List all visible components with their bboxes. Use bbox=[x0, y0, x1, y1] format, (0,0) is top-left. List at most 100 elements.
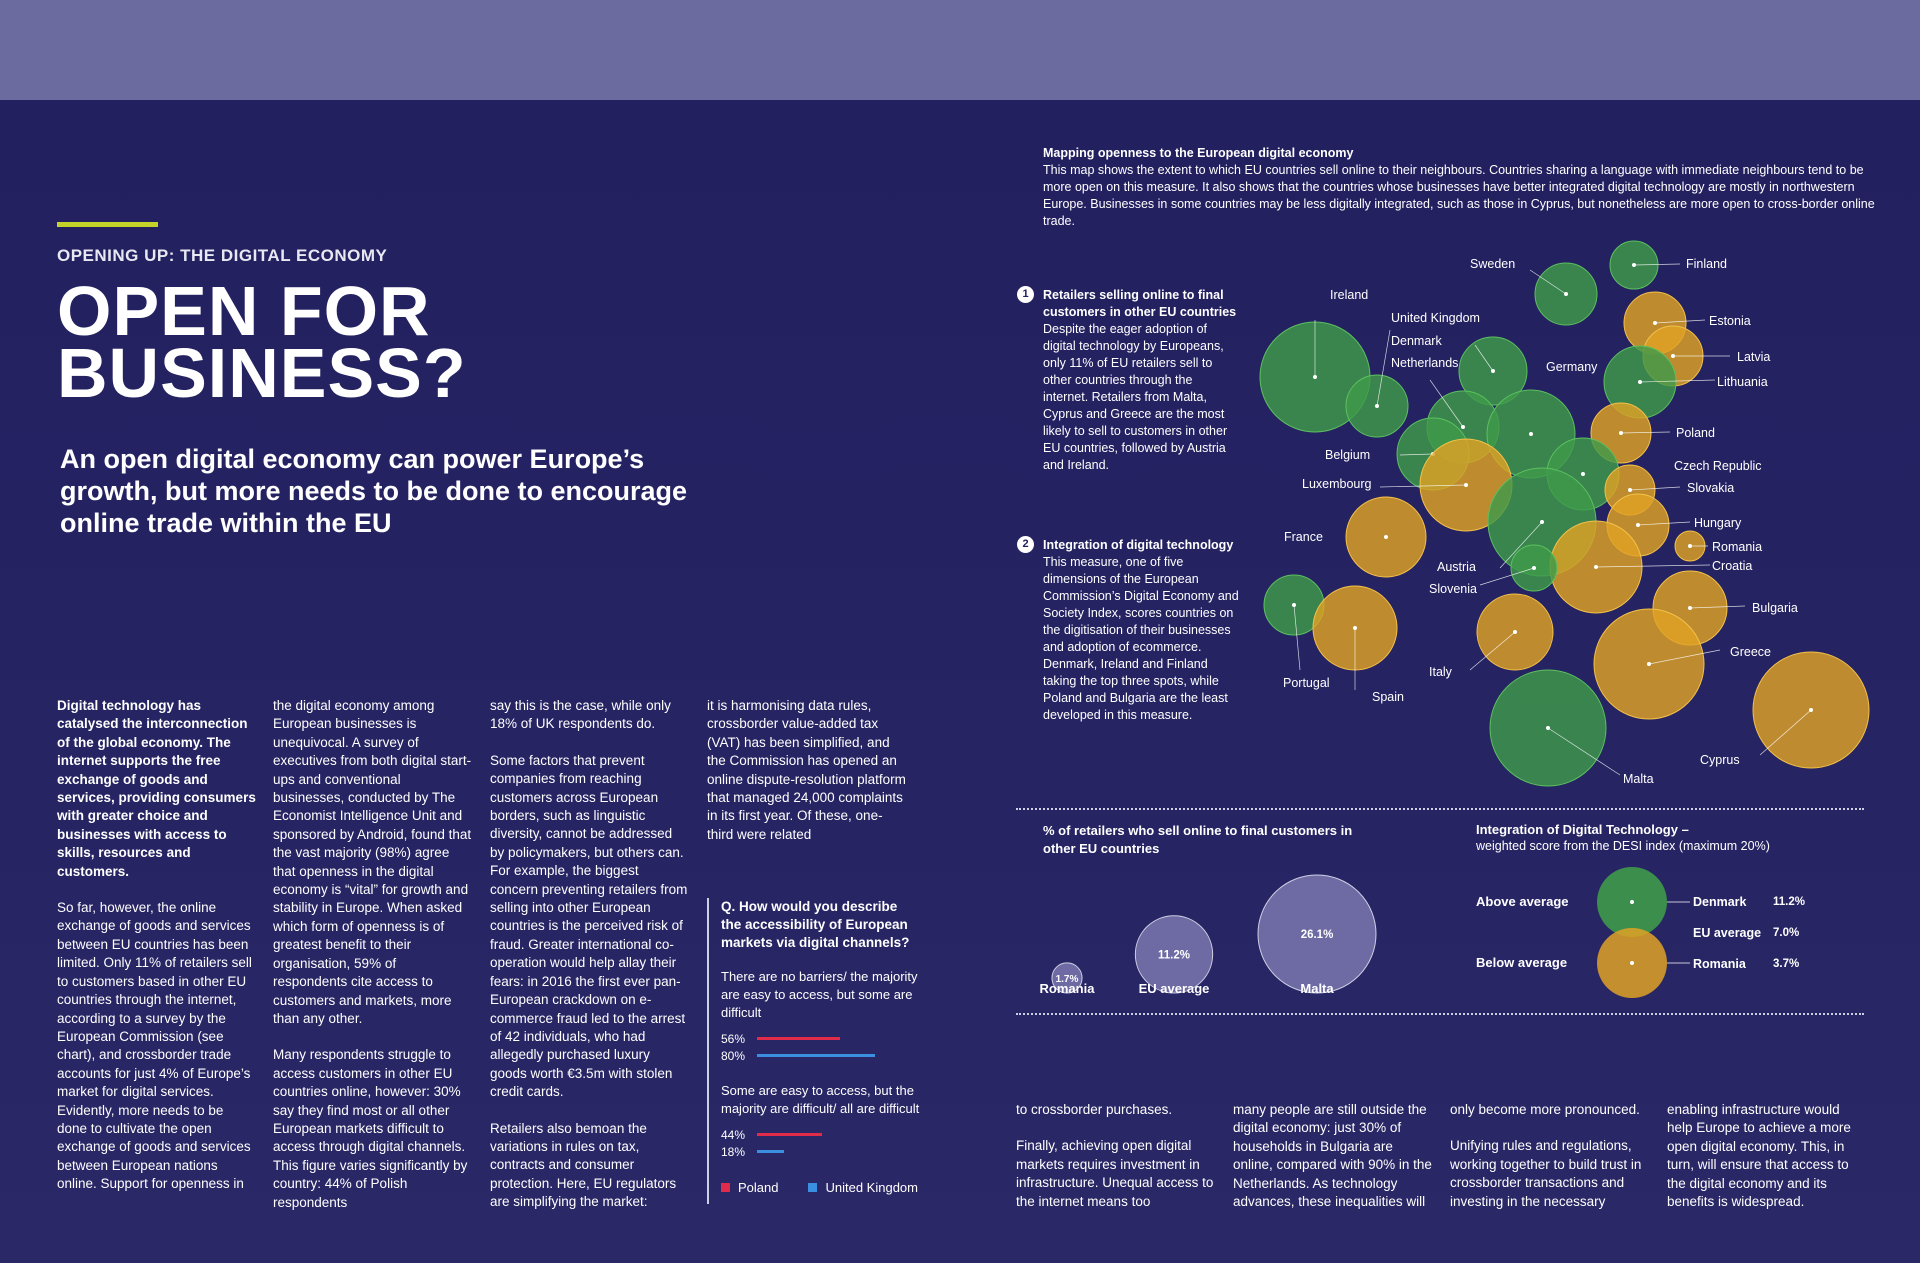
body-column-8: enabling infrastructure would help Europ… bbox=[1667, 1101, 1867, 1229]
country-label-belgium: Belgium bbox=[1325, 448, 1371, 462]
desi-chart-heading: Integration of Digital Technology – weig… bbox=[1476, 822, 1836, 853]
body-paragraph: Some factors that prevent companies from… bbox=[490, 752, 688, 1100]
map-heading: Mapping openness to the European digital… bbox=[1043, 145, 1893, 230]
note-1-text: Despite the eager adoption of digital te… bbox=[1043, 322, 1228, 472]
note-2-heading: Integration of digital technology bbox=[1043, 538, 1234, 552]
bar-value-label: 44% bbox=[721, 1127, 746, 1142]
desi-dot bbox=[1630, 900, 1634, 904]
map-note-1: Retailers selling online to final custom… bbox=[1043, 287, 1241, 474]
body-column-4: it is harmonising data rules, crossborde… bbox=[707, 697, 907, 862]
map-description: This map shows the extent to which EU co… bbox=[1043, 163, 1875, 228]
leader-line bbox=[1479, 567, 1535, 586]
title-line-2: BUSINESS? bbox=[57, 334, 467, 412]
bar-value-label: 80% bbox=[721, 1048, 746, 1063]
country-label-united-kingdom: United Kingdom bbox=[1391, 311, 1480, 325]
bubble-center-dot bbox=[1384, 535, 1388, 539]
legend-swatch-uk bbox=[808, 1183, 818, 1192]
desi-chart-title: Integration of Digital Technology – bbox=[1476, 822, 1689, 837]
note-number-2: 2 bbox=[1017, 536, 1034, 553]
country-label-cyprus: Cyprus bbox=[1700, 753, 1740, 767]
body-paragraph: the digital economy among European busin… bbox=[273, 698, 472, 1026]
leader-line bbox=[1547, 727, 1621, 776]
bar-value-label: 56% bbox=[721, 1031, 746, 1046]
leader-line bbox=[1620, 431, 1671, 434]
country-label-italy: Italy bbox=[1429, 665, 1452, 679]
desi-row-value: 7.0% bbox=[1773, 927, 1800, 939]
survey-chart: Q. How would you describe the accessibil… bbox=[707, 898, 921, 1204]
bar-uk bbox=[757, 1054, 876, 1057]
bar-uk bbox=[757, 1150, 784, 1153]
leader-line bbox=[1637, 521, 1691, 526]
retail-chart-title: % of retailers who sell online to final … bbox=[1043, 823, 1353, 856]
country-label-france: France bbox=[1284, 530, 1323, 544]
country-label-spain: Spain bbox=[1372, 690, 1404, 704]
divider-dotted-top bbox=[1016, 808, 1864, 810]
legend-label-uk: United Kingdom bbox=[825, 1180, 918, 1195]
country-label-greece: Greece bbox=[1730, 645, 1771, 659]
country-label-austria: Austria bbox=[1437, 560, 1476, 574]
note-2-text: This measure, one of five dimensions of … bbox=[1043, 555, 1239, 722]
leader-line bbox=[1629, 486, 1681, 491]
bar-poland bbox=[757, 1037, 840, 1040]
lead-paragraph: Digital technology has catalysed the int… bbox=[57, 698, 256, 879]
accent-rule bbox=[57, 222, 158, 227]
country-label-ireland: Ireland bbox=[1330, 288, 1369, 302]
retail-bubble-label: Romania bbox=[1039, 981, 1095, 996]
retail-bubble-label: Malta bbox=[1300, 981, 1334, 996]
bubble-map bbox=[1259, 240, 1870, 787]
country-label-luxembourg: Luxembourg bbox=[1302, 477, 1372, 491]
desi-above-label: Above average bbox=[1476, 894, 1569, 909]
desi-bubbles bbox=[1597, 867, 1690, 998]
note-1-heading: Retailers selling online to final custom… bbox=[1043, 288, 1237, 319]
leader-line bbox=[1376, 329, 1391, 407]
country-label-poland: Poland bbox=[1676, 426, 1715, 440]
country-label-germany: Germany bbox=[1546, 360, 1598, 374]
survey-option-label: Some are easy to access, but the majorit… bbox=[721, 1083, 920, 1116]
leader-line bbox=[1379, 484, 1467, 488]
leader-line bbox=[1689, 605, 1746, 609]
country-label-romania: Romania bbox=[1712, 540, 1763, 554]
leader-line bbox=[1293, 604, 1301, 671]
body-paragraph: say this is the case, while only 18% of … bbox=[490, 698, 671, 732]
body-paragraph: Many respondents struggle to access cust… bbox=[273, 1047, 468, 1210]
country-label-malta: Malta bbox=[1623, 772, 1654, 786]
leader-line bbox=[1633, 263, 1681, 266]
leader-line bbox=[1469, 631, 1516, 671]
country-label-slovakia: Slovakia bbox=[1687, 481, 1735, 495]
country-label-netherlands: Netherlands bbox=[1391, 356, 1459, 370]
standfirst: An open digital economy can power Europe… bbox=[60, 444, 688, 538]
leader-line bbox=[1595, 564, 1711, 568]
bar-row-uk: 80% bbox=[721, 1047, 921, 1064]
body-paragraph: many people are still outside the digita… bbox=[1233, 1102, 1432, 1210]
note-number-1: 1 bbox=[1017, 286, 1034, 303]
body-column-7: only become more pronounced. Unifying ru… bbox=[1450, 1101, 1650, 1229]
desi-row-value: 3.7% bbox=[1773, 958, 1800, 970]
section-kicker: OPENING UP: THE DIGITAL ECONOMY bbox=[57, 246, 388, 265]
desi-row-label: Denmark bbox=[1693, 895, 1747, 909]
map-note-2: Integration of digital technology This me… bbox=[1043, 537, 1241, 724]
leader-line bbox=[1639, 379, 1716, 383]
map-title: Mapping openness to the European digital… bbox=[1043, 146, 1354, 160]
bubble-center-dot bbox=[1581, 472, 1585, 476]
country-label-sweden: Sweden bbox=[1470, 257, 1516, 271]
bubble-center-dot bbox=[1529, 432, 1533, 436]
body-column-2: the digital economy among European busin… bbox=[273, 697, 473, 1230]
body-column-3: say this is the case, while only 18% of … bbox=[490, 697, 690, 1230]
body-paragraph: Unifying rules and regulations, working … bbox=[1450, 1138, 1642, 1209]
retail-bubble-value: 1.7% bbox=[1056, 974, 1079, 985]
body-paragraph: enabling infrastructure would help Europ… bbox=[1667, 1102, 1851, 1210]
body-paragraph: Retailers also bemoan the variations in … bbox=[490, 1120, 677, 1210]
body-column-1: Digital technology has catalysed the int… bbox=[57, 697, 257, 1212]
desi-row-label: EU average bbox=[1693, 926, 1762, 940]
desi-below-label: Below average bbox=[1476, 955, 1568, 970]
survey-option-label: There are no barriers/ the majority are … bbox=[721, 969, 918, 1020]
retail-bubble bbox=[1051, 962, 1083, 994]
country-label-denmark: Denmark bbox=[1391, 334, 1442, 348]
body-column-6: many people are still outside the digita… bbox=[1233, 1101, 1433, 1229]
country-label-bulgaria: Bulgaria bbox=[1752, 601, 1798, 615]
body-column-5: to crossborder purchases. Finally, achie… bbox=[1016, 1101, 1216, 1229]
body-paragraph: Finally, achieving open digital markets … bbox=[1016, 1138, 1214, 1209]
retail-bubble bbox=[1134, 915, 1214, 994]
country-label-finland: Finland bbox=[1686, 257, 1727, 271]
bar-row-uk: 18% bbox=[721, 1143, 921, 1160]
